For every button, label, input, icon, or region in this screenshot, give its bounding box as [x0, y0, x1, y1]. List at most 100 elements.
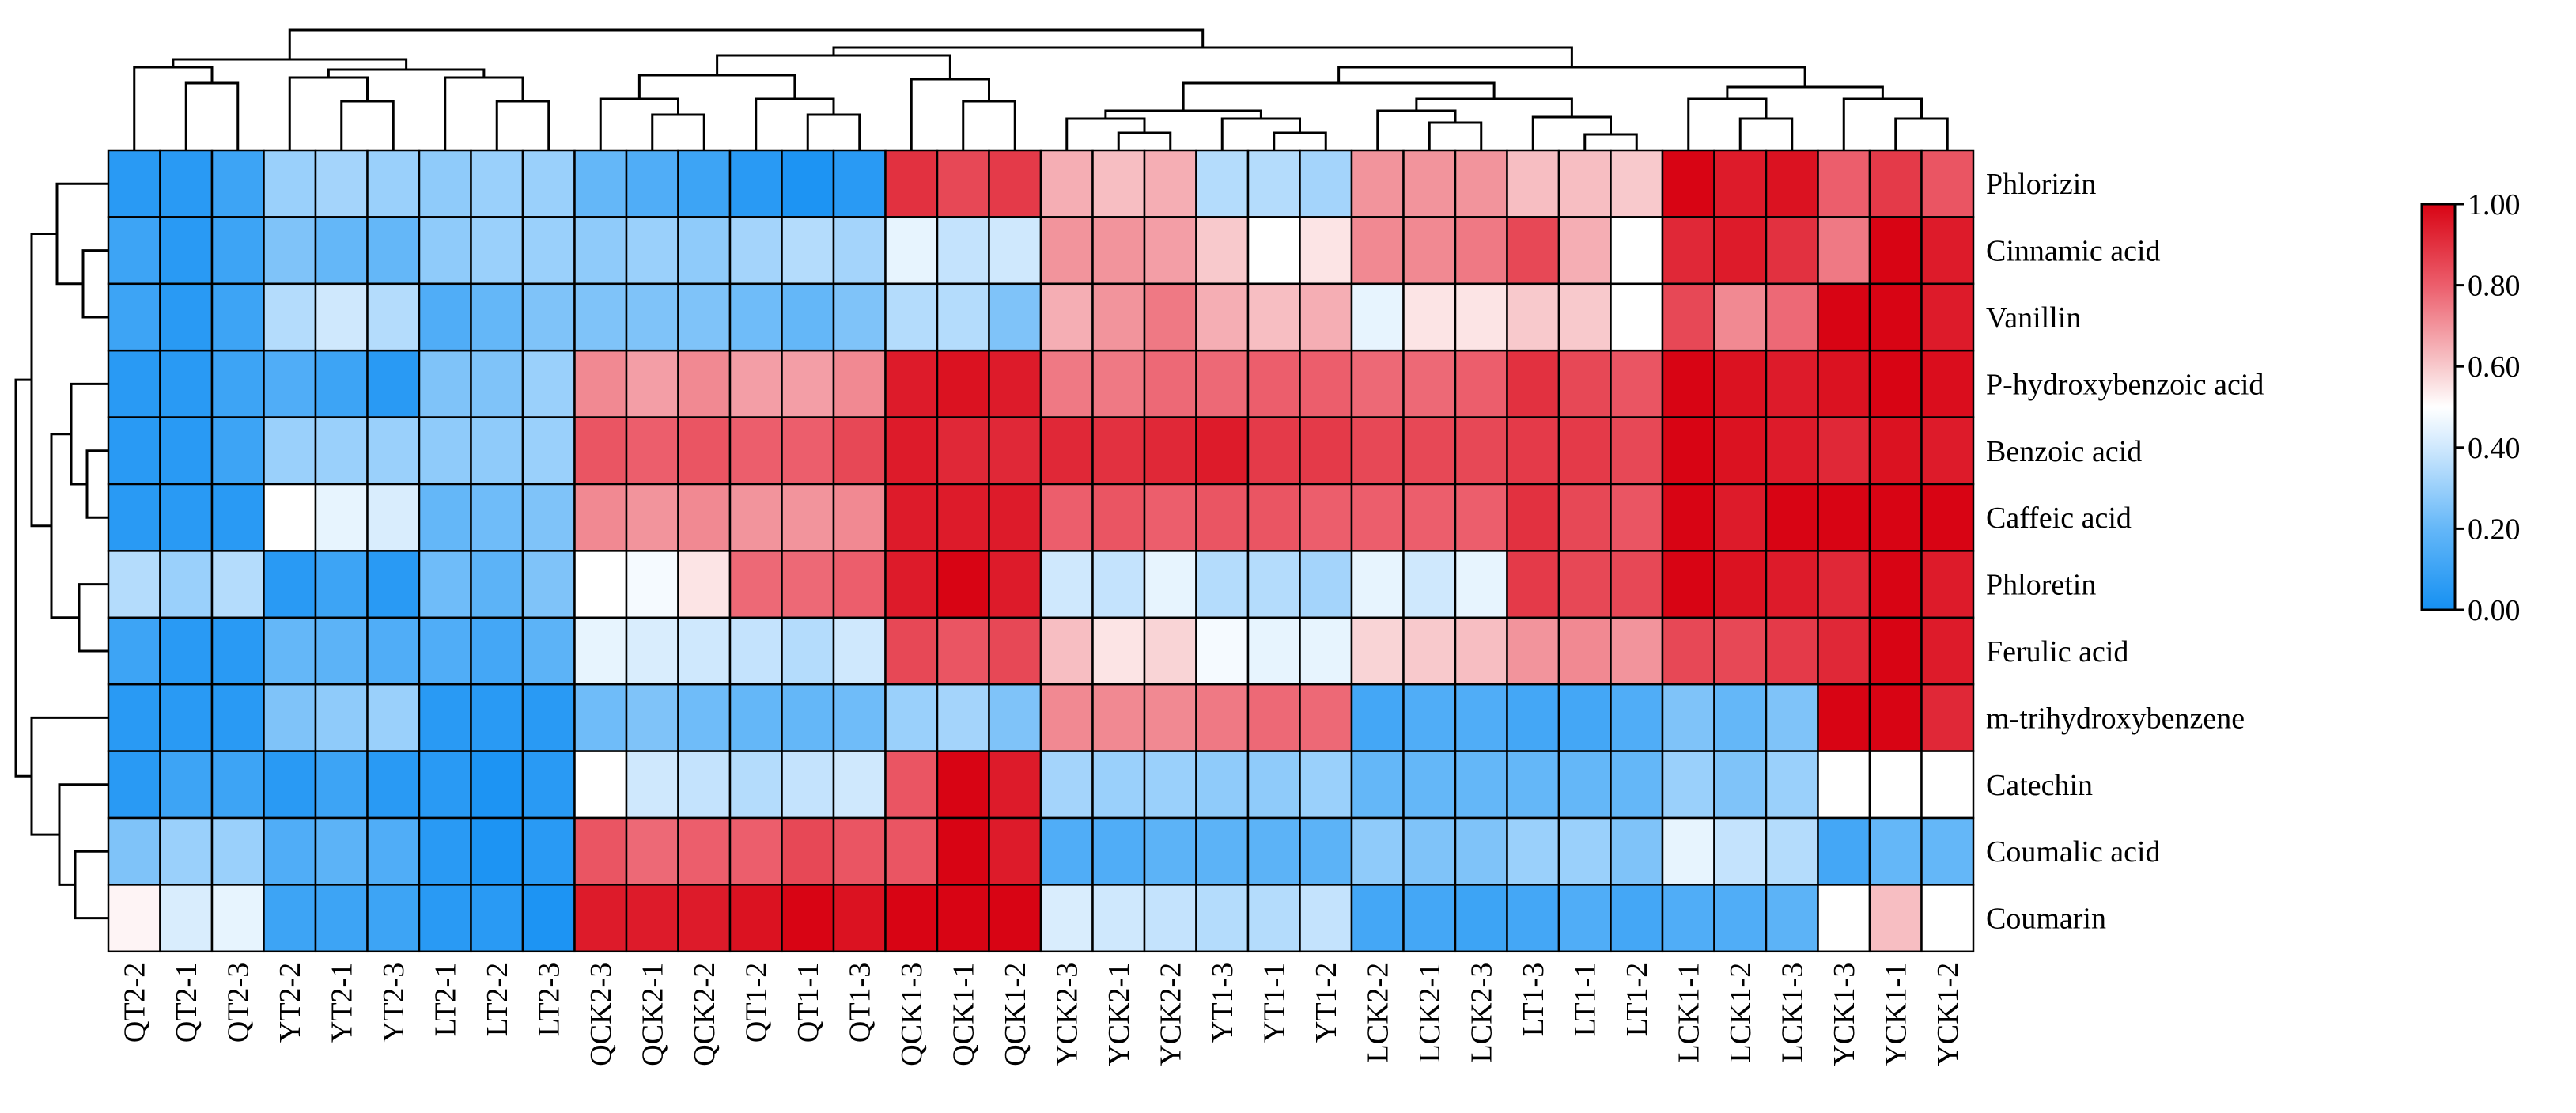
row-label: Vanillin [1986, 301, 2081, 335]
heatmap-cell [1039, 683, 1094, 752]
heatmap-cell [1454, 349, 1508, 418]
heatmap-cell [677, 550, 732, 619]
heatmap-cell [1299, 816, 1353, 886]
heatmap-cell [159, 750, 214, 820]
dendrogram-branch [599, 97, 679, 150]
heatmap-cell [1610, 349, 1664, 418]
heatmap-cell [1402, 750, 1457, 820]
heatmap-cell [1143, 416, 1197, 486]
heatmap-cell [1143, 683, 1197, 752]
heatmap-cell [781, 282, 835, 352]
heatmap-cell [159, 616, 214, 686]
heatmap-cell [521, 884, 576, 953]
heatmap-cell [1246, 683, 1301, 752]
heatmap-cell [1350, 349, 1405, 418]
heatmap-cell [159, 282, 214, 352]
heatmap-cell [1765, 416, 1819, 486]
heatmap-cell [314, 616, 369, 686]
heatmap-cell [1195, 216, 1250, 286]
heatmap-cell [263, 750, 317, 820]
heatmap-cell [1246, 216, 1301, 286]
heatmap-cell [314, 750, 369, 820]
heatmap-cell [159, 416, 214, 486]
heatmap-cell [625, 616, 679, 686]
heatmap-cell [1610, 483, 1664, 552]
heatmap-cell [677, 416, 732, 486]
heatmap-cell [470, 750, 524, 820]
heatmap-cell [1817, 216, 1871, 286]
row-label: Benzoic acid [1986, 435, 2142, 468]
heatmap-cell [418, 282, 472, 352]
column-label: YCK1-3 [1828, 963, 1861, 1066]
heatmap-cell [832, 483, 887, 552]
heatmap-cell [936, 550, 990, 619]
heatmap-cell [1765, 483, 1819, 552]
heatmap-cell [107, 149, 161, 218]
heatmap-cell [1454, 750, 1508, 820]
heatmap-cell [1246, 483, 1301, 552]
dendrogram-branch [50, 433, 79, 619]
heatmap-cell [107, 616, 161, 686]
heatmap-cell [1557, 884, 1612, 953]
dendrogram-branch [1415, 97, 1573, 117]
heatmap-cell [1868, 149, 1923, 218]
heatmap-cell [1454, 282, 1508, 352]
heatmap-cell [1454, 483, 1508, 552]
heatmap-cell [107, 750, 161, 820]
heatmap-cell [1091, 216, 1146, 286]
colorbar-tick-label: 0.20 [2468, 513, 2521, 546]
row-dendrogram [14, 182, 108, 920]
heatmap-cell [521, 149, 576, 218]
heatmap-cell [1920, 282, 1975, 352]
heatmap-cell [470, 149, 524, 218]
column-label: YCK1-1 [1880, 963, 1913, 1066]
heatmap-cell [1039, 616, 1094, 686]
row-label: Phlorizin [1986, 168, 2096, 201]
heatmap-cell [988, 816, 1042, 886]
heatmap-cell [1402, 149, 1457, 218]
heatmap-cell [884, 683, 939, 752]
heatmap-cell [1920, 149, 1975, 218]
heatmap-cell [1402, 884, 1457, 953]
heatmap-cell [1765, 750, 1819, 820]
heatmap-cell [1920, 750, 1975, 820]
heatmap-cell [1091, 616, 1146, 686]
column-label: QCK2-2 [688, 963, 721, 1066]
heatmap-cell [988, 483, 1042, 552]
heatmap-cell [314, 884, 369, 953]
heatmap-cell [1868, 416, 1923, 486]
heatmap-cell [263, 683, 317, 752]
heatmap-cell [418, 884, 472, 953]
heatmap-cell [936, 416, 990, 486]
heatmap-cell [210, 282, 265, 352]
dendrogram-branch [74, 850, 108, 920]
heatmap-cell [314, 149, 369, 218]
heatmap-cell [1506, 616, 1560, 686]
heatmap-cell [1402, 683, 1457, 752]
heatmap-cell [884, 550, 939, 619]
heatmap-cell [1557, 816, 1612, 886]
heatmap-cell [470, 216, 524, 286]
heatmap-cell [263, 416, 317, 486]
heatmap-cell [107, 349, 161, 418]
heatmap-cell [1661, 483, 1715, 552]
heatmap-cell [521, 216, 576, 286]
heatmap-cell [418, 816, 472, 886]
heatmap-cell [884, 616, 939, 686]
heatmap-cell [781, 483, 835, 552]
column-label: QT2-2 [119, 963, 152, 1043]
heatmap-cell [573, 816, 628, 886]
heatmap-cell [263, 282, 317, 352]
heatmap-cell [988, 416, 1042, 486]
heatmap-cell [1610, 683, 1664, 752]
row-label: Ferulic acid [1986, 635, 2128, 668]
heatmap-cell [1506, 216, 1560, 286]
heatmap-cell [677, 816, 732, 886]
heatmap-cell [1765, 683, 1819, 752]
row-label: Caffeic acid [1986, 502, 2132, 535]
heatmap-cell [1143, 483, 1197, 552]
heatmap-cell [832, 416, 887, 486]
heatmap-cell [936, 683, 990, 752]
heatmap-cell [107, 683, 161, 752]
heatmap-cell [1350, 282, 1405, 352]
